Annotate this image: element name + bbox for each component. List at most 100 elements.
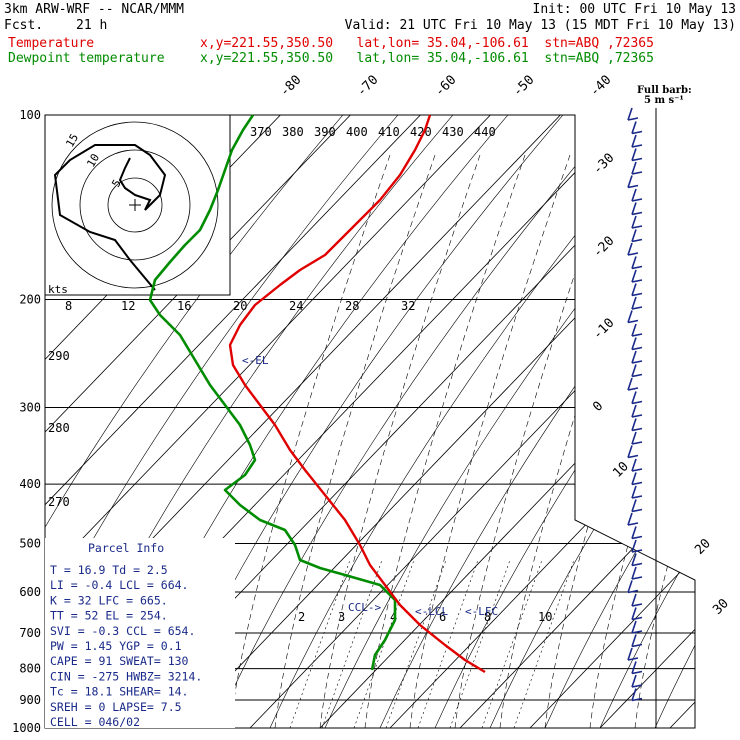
wind-barb-flag <box>631 211 643 216</box>
wind-barb-flag <box>631 130 643 135</box>
pressure-label: 700 <box>19 626 41 640</box>
wind-barb <box>631 134 637 148</box>
wind-barb <box>631 674 637 688</box>
wind-barb <box>631 229 637 242</box>
wind-barb-flag <box>631 306 643 310</box>
pressure-label: 600 <box>19 585 41 599</box>
wind-barb-flag <box>631 684 643 688</box>
parcel-info-row: CAPE = 91 SWEAT= 130 <box>50 654 189 668</box>
theta-label: 410 <box>378 125 400 139</box>
parcel-info-row: Tc = 18.1 SHEAR= 14. <box>50 685 188 699</box>
hodograph-ring-label: 10 <box>84 152 102 170</box>
temperature-tick-label: -10 <box>590 316 617 343</box>
wind-barb <box>627 175 633 188</box>
theta-label: 400 <box>346 125 368 139</box>
parcel-info-title: Parcel Info <box>88 541 164 555</box>
adiabat-label: 280 <box>48 421 70 435</box>
parcel-info-row: LI = -0.4 LCL = 664. <box>50 578 188 592</box>
parcel-info-row: T = 16.9 Td = 2.5 <box>50 563 168 577</box>
wind-barb <box>631 485 637 499</box>
mixing-ratio-label: 32 <box>401 299 415 313</box>
wind-barb <box>631 256 637 269</box>
mixing-ratio-low-label: 3 <box>338 610 345 624</box>
isotherm-line <box>599 115 695 728</box>
dry-adiabat <box>214 115 636 728</box>
mixing-ratio-line <box>289 559 351 728</box>
moist-adiabat <box>229 154 391 728</box>
wind-barb <box>631 553 637 566</box>
isotherm-line <box>45 115 501 728</box>
wind-barb <box>631 296 637 310</box>
model-title: 3km ARW-WRF -- NCAR/MMM <box>4 2 185 17</box>
ccl-annotation: CCL-> <box>348 601 381 614</box>
wind-barb <box>631 202 637 215</box>
wind-barb-flag <box>631 603 643 607</box>
wind-barb-flag <box>631 508 643 513</box>
mixing-ratio-label: 20 <box>233 299 247 313</box>
isotherm-line <box>45 115 361 728</box>
wind-barb <box>631 688 637 701</box>
wind-barb <box>631 364 637 377</box>
mixing-ratio-line <box>481 559 543 728</box>
wind-barb-flag <box>631 468 643 472</box>
dry-adiabat <box>710 95 740 728</box>
full-barb-units: 5 m s⁻¹ <box>644 95 684 106</box>
wind-barb <box>631 404 637 418</box>
wind-barb <box>631 607 637 620</box>
wind-barb <box>631 431 637 445</box>
init-time: Init: 00 UTC Fri 10 May 13 <box>532 2 737 17</box>
wind-barb-flag <box>627 589 639 594</box>
mixing-ratio-low-label: 2 <box>298 610 305 624</box>
wind-barb-flag <box>631 171 643 175</box>
temperature-tick-label: 20 <box>692 536 714 558</box>
isotherm-line <box>45 115 431 728</box>
wind-barb-flag <box>627 252 639 256</box>
temperature-tick-label: -80 <box>277 73 304 100</box>
wind-barb <box>631 539 637 553</box>
temperature-tick-label: 10 <box>610 459 632 481</box>
mixing-ratio-line <box>385 559 447 728</box>
wind-barb <box>631 269 637 283</box>
wind-barb-flag <box>627 184 639 189</box>
moist-adiabat <box>274 154 436 728</box>
wind-barb <box>627 512 633 526</box>
temperature-tick-label: -50 <box>510 73 537 100</box>
isotherm-line <box>389 115 695 728</box>
dry-adiabat <box>45 115 361 728</box>
temperature-tick-label: -20 <box>590 234 617 261</box>
mixing-ratio-low-label: 8 <box>484 610 491 624</box>
wind-barb <box>627 310 633 323</box>
wind-barb-flag <box>627 454 639 459</box>
theta-label: 380 <box>282 125 304 139</box>
mixing-ratio-label: 16 <box>177 299 191 313</box>
adiabat-label: 290 <box>48 349 70 363</box>
isotherm-line <box>459 115 695 728</box>
wind-barb-flag <box>631 643 643 648</box>
wind-barb-flag <box>627 657 639 661</box>
theta-label: 430 <box>442 125 464 139</box>
moist-adiabat <box>634 154 695 728</box>
mixing-ratio-label: 24 <box>289 299 303 313</box>
wind-barb <box>631 121 637 134</box>
parcel-info-box <box>45 538 235 728</box>
temperature-tick-label: 0 <box>590 399 606 415</box>
wind-barb <box>631 148 637 161</box>
wind-barb <box>631 593 637 607</box>
mixing-ratio-low-label: 4 <box>390 610 397 624</box>
parcel-info-row: TT = 52 EL = 254. <box>50 609 168 623</box>
temperature-tick-label: -30 <box>590 151 617 178</box>
wind-barb-flag <box>631 562 643 567</box>
wind-barb-flag <box>627 522 639 526</box>
lcl-annotation: <-LCL <box>415 605 448 618</box>
dewpoint-legend: Dewpoint temperature <box>8 51 165 66</box>
dry-adiabat <box>45 115 416 728</box>
pressure-label: 900 <box>19 693 41 707</box>
wind-barb <box>631 215 637 229</box>
hodograph-trace <box>53 144 167 291</box>
wind-barb <box>627 647 633 661</box>
wind-barb <box>631 350 637 364</box>
mixing-ratio-line <box>449 559 511 728</box>
forecast-label: Fcst. <box>4 18 44 33</box>
wind-barb-flag <box>631 535 643 540</box>
